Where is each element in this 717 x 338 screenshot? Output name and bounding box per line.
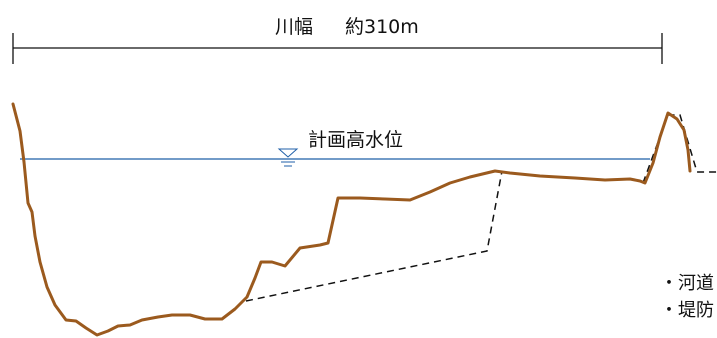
- river-width-dimension: 川幅 約310m: [12, 16, 663, 64]
- legend-item-channel: ・河道: [660, 273, 714, 294]
- water-level-label: 計画高水位: [308, 129, 403, 151]
- current-ground-profile: [11, 102, 692, 337]
- water-level: 計画高水位: [20, 129, 650, 167]
- design-channel-dashed-line: [245, 170, 503, 302]
- legend: ・河道 ・堤防: [660, 273, 714, 321]
- legend-item-levee: ・堤防: [660, 300, 714, 321]
- water-level-triangle-icon: [277, 148, 299, 167]
- river-width-label: 川幅: [275, 16, 313, 38]
- river-width-value: 約310m: [345, 16, 419, 38]
